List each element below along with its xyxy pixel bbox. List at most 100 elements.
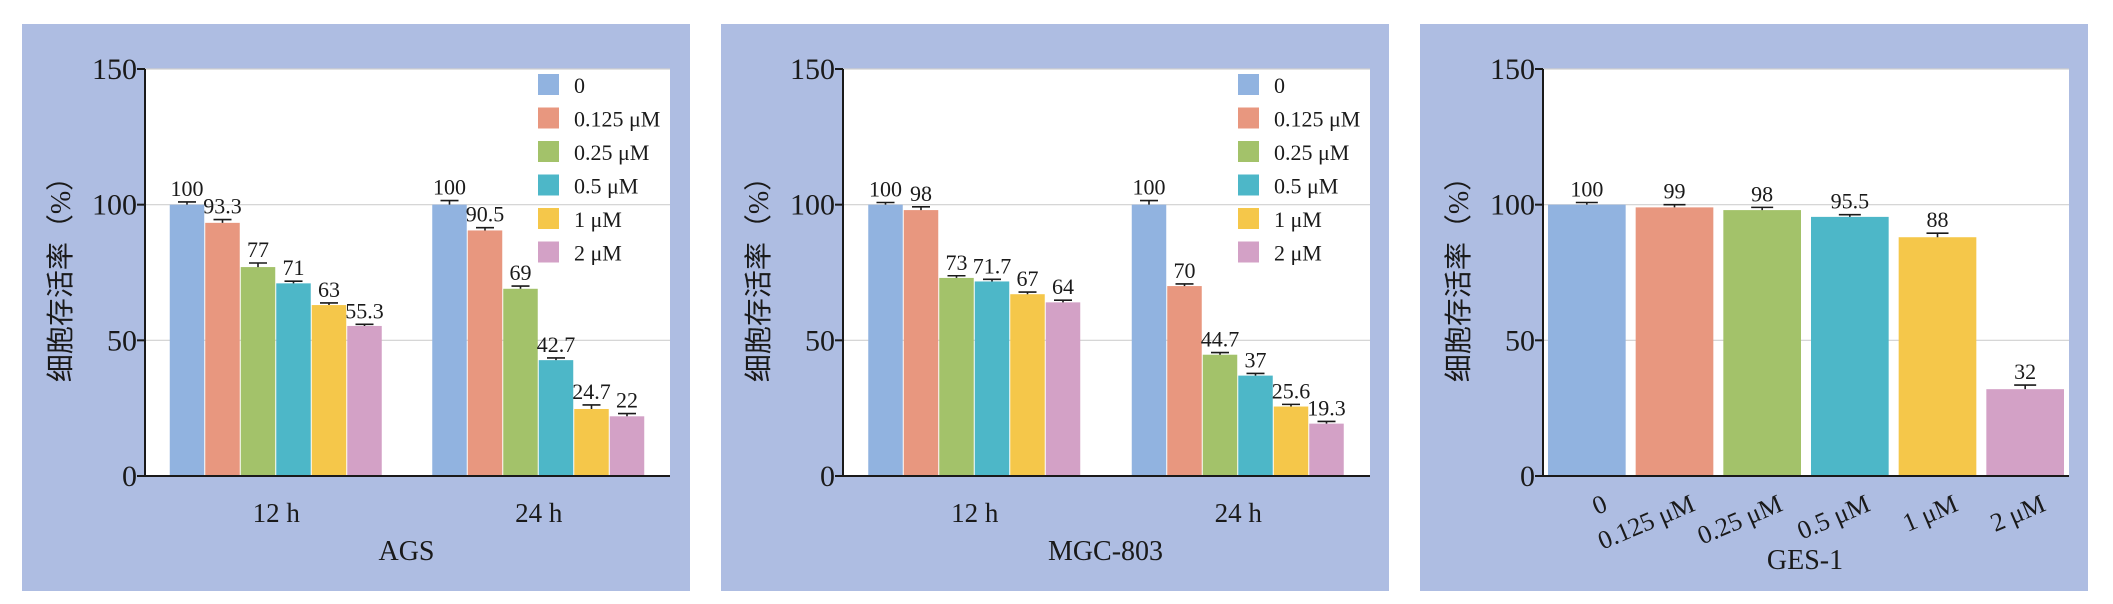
bar [1131,204,1167,476]
bar [503,288,538,476]
bar [205,222,240,476]
x-tick-label: 24 h [1215,498,1263,528]
data-label: 77 [247,237,269,262]
error-bar [2014,384,2037,390]
error-bar [213,218,232,223]
error-bar [440,199,459,205]
error-bar [178,201,196,205]
error-bar [1211,351,1229,355]
y-tick-label: 150 [790,53,835,86]
error-bar [912,206,930,211]
legend-label: 2 μM [574,241,622,266]
legend-label: 1 μM [574,207,622,232]
data-label: 70 [1174,258,1196,283]
y-axis-title: 细胞存活率（%） [743,163,775,382]
bar [347,325,382,476]
error-bar [618,412,636,417]
error-bar [876,201,895,205]
data-label: 98 [1751,181,1773,206]
legend-swatch [1238,74,1259,95]
data-label: 71 [283,255,305,280]
x-axis-title: AGS [378,536,434,567]
bar [1238,375,1273,476]
data-label: 71.7 [973,253,1012,278]
error-bar [1175,283,1194,287]
legend-swatch [1238,241,1259,263]
x-axis-title: GES-1 [1767,545,1843,576]
bar [1010,294,1045,476]
error-bar [1246,372,1265,376]
bar [1167,286,1202,476]
error-bar [1575,201,1598,205]
x-tick-label: 24 h [515,498,563,528]
bar [1548,204,1626,476]
data-label: 98 [910,181,932,206]
data-label: 37 [1245,347,1267,372]
error-bar [983,278,1001,282]
legend-swatch [1238,141,1259,162]
error-bar [547,357,565,361]
bar [974,281,1010,476]
x-tick-label: 12 h [951,498,999,528]
x-axis-title: MGC-803 [1048,536,1163,567]
error-bar [1054,299,1072,303]
legend-label: 0 [574,73,585,98]
y-tick-label: 0 [820,460,835,493]
data-label: 64 [1052,274,1074,299]
legend-label: 0.25 μM [574,140,649,165]
error-bar [249,262,267,268]
data-label: 73 [946,250,968,275]
bar [276,283,311,476]
legend-label: 0.5 μM [1274,174,1338,199]
y-tick-label: 100 [92,189,137,222]
legend-swatch [1238,174,1259,196]
data-label: 19.3 [1307,395,1346,420]
data-label: 42.7 [537,332,576,357]
y-tick-label: 100 [1490,189,1535,222]
data-label: 44.7 [1201,327,1240,352]
legend-swatch [538,74,559,95]
error-bar [1663,203,1686,208]
data-label: 25.6 [1272,378,1311,403]
y-tick-label: 150 [92,53,137,86]
data-label: 100 [1133,175,1166,200]
data-label: 88 [1927,207,1949,232]
bar [311,305,347,476]
bar [1202,354,1238,476]
legend-swatch [538,174,559,196]
bar [609,416,645,476]
y-tick-label: 150 [1490,53,1535,86]
data-label: 100 [433,175,466,200]
bar [1309,423,1344,476]
legend-label: 2 μM [1274,241,1322,266]
data-label: 24.7 [572,379,611,404]
error-bar [355,323,374,326]
data-label: 100 [869,176,902,201]
bar [1045,302,1081,476]
error-bar [1018,291,1037,295]
y-tick-label: 0 [122,460,137,493]
bar [538,360,574,476]
y-tick-label: 100 [790,189,835,222]
error-bar [1751,206,1774,211]
y-axis-title: 细胞存活率（%） [45,163,77,382]
error-bar [511,285,530,289]
data-label: 100 [171,176,204,201]
y-tick-label: 50 [1505,324,1535,357]
legend-label: 0 [1274,73,1285,98]
legend-label: 0.25 μM [1274,140,1349,165]
error-bar [1838,213,1861,217]
plot-area [1543,69,2069,476]
legend-swatch [1238,107,1259,129]
y-tick-label: 0 [1520,460,1535,493]
y-tick-label: 50 [107,324,137,357]
bar [574,408,609,476]
data-label: 93.3 [203,194,242,219]
bar [240,267,276,476]
data-label: 100 [1570,176,1603,201]
legend-swatch [538,208,559,229]
